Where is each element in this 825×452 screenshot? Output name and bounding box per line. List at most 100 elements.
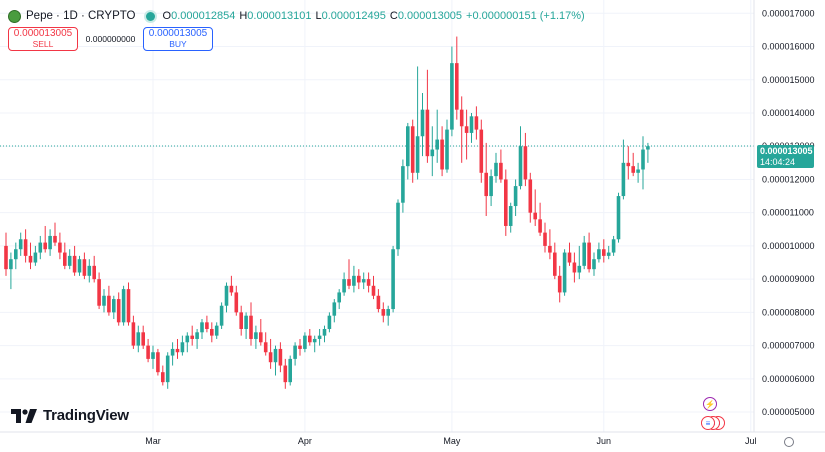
candle-up	[33, 245, 38, 266]
candle-down	[308, 328, 312, 346]
candle-down	[366, 272, 371, 293]
candle-body	[592, 259, 596, 270]
candle-body	[205, 322, 209, 329]
market-open-dot-icon[interactable]	[145, 11, 155, 21]
candle-body	[161, 372, 165, 383]
candle-body	[440, 139, 444, 170]
candle-up	[386, 305, 390, 326]
candle-down	[631, 152, 635, 177]
candle-up	[352, 265, 356, 293]
candle-up	[606, 245, 611, 260]
candle-body	[112, 299, 116, 313]
ohlc-low-key: L	[315, 10, 322, 22]
candle-down	[376, 289, 381, 313]
candle-body	[200, 322, 204, 333]
candle-body	[293, 345, 297, 359]
candle-body	[23, 239, 28, 256]
buy-button[interactable]: 0.000013005 BUY	[143, 27, 213, 51]
candle-up	[87, 259, 92, 283]
price-tick-label: 0.000011000	[762, 208, 814, 218]
candle-body	[165, 355, 170, 383]
candle-up	[18, 232, 23, 256]
candle-down	[190, 325, 194, 346]
candle-up	[342, 272, 346, 296]
candle-down	[479, 119, 484, 183]
candle-body	[636, 169, 640, 173]
candle-up	[303, 332, 307, 353]
candle-body	[107, 295, 111, 313]
candle-body	[229, 285, 234, 293]
candle-body	[18, 239, 23, 250]
candle-body	[156, 352, 160, 373]
price-axis[interactable]: 0.000017000 0.000016000 0.000015000 0.00001…	[762, 8, 815, 417]
candle-body	[9, 259, 13, 270]
candle-up	[396, 199, 400, 256]
candle-body	[459, 109, 464, 127]
candle-body	[386, 309, 390, 316]
candle-body	[557, 275, 562, 293]
candle-body	[381, 309, 386, 316]
buy-price: 0.000013005	[148, 28, 208, 39]
candle-down	[205, 315, 209, 333]
candle-body	[420, 109, 425, 137]
candle-body	[396, 202, 400, 250]
candle-down	[23, 229, 28, 263]
candle-body	[14, 249, 18, 260]
candle-body	[577, 265, 582, 273]
candle-body	[332, 302, 337, 316]
candle-body	[82, 259, 87, 276]
candle-body	[641, 149, 645, 170]
candle-up	[401, 159, 405, 213]
candle-body	[33, 252, 38, 263]
lightning-icon[interactable]: ⚡	[703, 397, 717, 411]
candle-body	[244, 315, 248, 329]
candle-up	[293, 342, 297, 366]
candle-down	[131, 315, 136, 349]
candle-down	[425, 69, 430, 163]
candle-up	[494, 152, 498, 183]
us-flag-icon[interactable]: ≡	[701, 416, 715, 430]
candle-down	[249, 302, 253, 346]
candle-body	[406, 126, 410, 167]
candle-body	[508, 206, 513, 226]
candle-down	[234, 285, 239, 316]
candle-body	[553, 252, 557, 276]
candle-up	[38, 235, 43, 260]
candle-body	[53, 235, 57, 243]
candle-body	[116, 299, 121, 323]
candle-down	[484, 142, 488, 216]
candle-body	[219, 305, 224, 326]
candle-up	[9, 252, 13, 290]
candle-down	[557, 265, 562, 303]
time-axis[interactable]: Mar Apr May Jun Jul	[145, 436, 756, 446]
candle-body	[141, 332, 145, 346]
sell-button[interactable]: 0.000013005 SELL	[8, 27, 78, 51]
candle-up	[67, 249, 72, 270]
candle-down	[210, 322, 214, 343]
candle-down	[239, 305, 243, 336]
candle-up	[273, 345, 278, 376]
candle-down	[92, 255, 96, 283]
candle-body	[425, 109, 430, 157]
candle-body	[97, 279, 101, 306]
candle-body	[283, 365, 288, 383]
ohlc-high-value: 0.000013101	[247, 10, 312, 22]
candle-body	[430, 149, 435, 157]
symbol-title[interactable]: Pepe · 1D · CRYPTO	[26, 10, 136, 22]
price-tick-label: 0.000008000	[762, 307, 815, 317]
candle-body	[151, 352, 155, 359]
candle-down	[440, 126, 444, 177]
candle-up	[518, 126, 523, 190]
sell-price: 0.000013005	[13, 28, 73, 39]
candle-body	[450, 63, 454, 130]
candle-body	[376, 295, 381, 310]
candle-down	[455, 36, 459, 120]
gear-icon[interactable]	[784, 437, 794, 447]
candle-body	[263, 342, 268, 353]
tradingview-logo[interactable]: TradingView	[11, 407, 129, 424]
candle-up	[391, 245, 395, 313]
candle-body	[489, 176, 493, 197]
candle-body	[410, 126, 415, 173]
spread-value: 0.000000000	[85, 34, 136, 44]
